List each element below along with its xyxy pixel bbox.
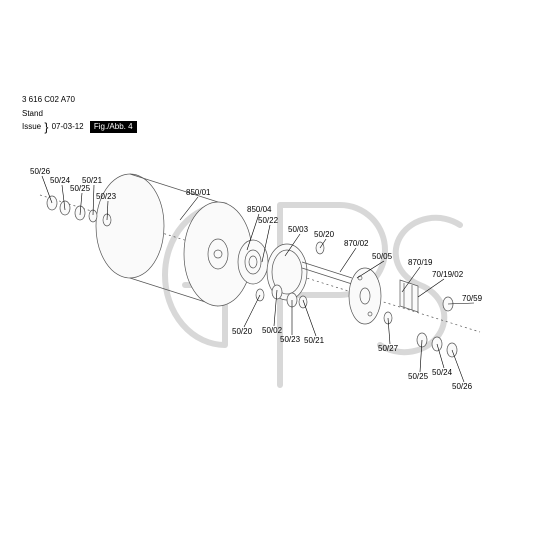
callout-70-59: 70/59 [462, 294, 482, 303]
callout-50-26: 50/26 [452, 382, 472, 391]
callout-50-22: 50/22 [258, 216, 278, 225]
callout-850-04: 850/04 [247, 205, 271, 214]
exploded-diagram [0, 0, 560, 560]
callout-50-24: 50/24 [432, 368, 452, 377]
callout-50-21: 50/21 [304, 336, 324, 345]
part-endplate-870-02 [349, 268, 381, 324]
part-bracket-870-19 [400, 280, 418, 312]
callout-50-24: 50/24 [50, 176, 70, 185]
callout-70-19-02: 70/19/02 [432, 270, 463, 279]
callout-50-21: 50/21 [82, 176, 102, 185]
callout-850-01: 850/01 [186, 188, 210, 197]
callout-50-20: 50/20 [232, 327, 252, 336]
callout-50-23: 50/23 [96, 192, 116, 201]
callout-50-25: 50/25 [408, 372, 428, 381]
callout-50-26: 50/26 [30, 167, 50, 176]
callout-50-03: 50/03 [288, 225, 308, 234]
callout-870-19: 870/19 [408, 258, 432, 267]
callout-50-05: 50/05 [372, 252, 392, 261]
callout-50-27: 50/27 [378, 344, 398, 353]
part-shaft-50-20 [302, 242, 352, 284]
callout-50-20: 50/20 [314, 230, 334, 239]
page-root: 3 616 C02 A70 Stand Issue } 07-03-12 Fig… [0, 0, 560, 560]
callout-50-23: 50/23 [280, 335, 300, 344]
part-bearing-850-04 [238, 240, 268, 284]
callout-50-25: 50/25 [70, 184, 90, 193]
callout-870-02: 870/02 [344, 239, 368, 248]
callout-50-02: 50/02 [262, 326, 282, 335]
